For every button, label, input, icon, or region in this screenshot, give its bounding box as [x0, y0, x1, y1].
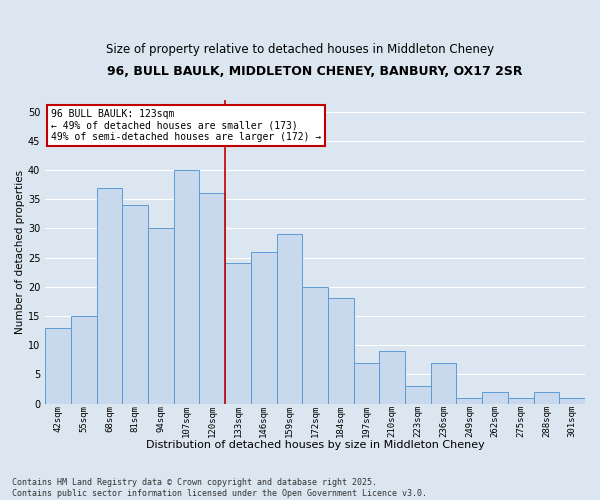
Bar: [431, 362, 457, 404]
Bar: [328, 298, 353, 404]
Bar: [45, 328, 71, 404]
Bar: [379, 351, 405, 404]
Bar: [97, 188, 122, 404]
Bar: [225, 264, 251, 404]
Text: Size of property relative to detached houses in Middleton Cheney: Size of property relative to detached ho…: [106, 42, 494, 56]
Bar: [353, 362, 379, 404]
Bar: [482, 392, 508, 404]
Bar: [173, 170, 199, 404]
Bar: [508, 398, 533, 404]
X-axis label: Distribution of detached houses by size in Middleton Cheney: Distribution of detached houses by size …: [146, 440, 484, 450]
Bar: [122, 205, 148, 404]
Bar: [277, 234, 302, 404]
Bar: [199, 194, 225, 404]
Bar: [405, 386, 431, 404]
Bar: [71, 316, 97, 404]
Bar: [302, 287, 328, 404]
Bar: [533, 392, 559, 404]
Bar: [148, 228, 173, 404]
Text: Contains HM Land Registry data © Crown copyright and database right 2025.
Contai: Contains HM Land Registry data © Crown c…: [12, 478, 427, 498]
Bar: [251, 252, 277, 404]
Title: 96, BULL BAULK, MIDDLETON CHENEY, BANBURY, OX17 2SR: 96, BULL BAULK, MIDDLETON CHENEY, BANBUR…: [107, 65, 523, 78]
Y-axis label: Number of detached properties: Number of detached properties: [15, 170, 25, 334]
Bar: [559, 398, 585, 404]
Text: 96 BULL BAULK: 123sqm
← 49% of detached houses are smaller (173)
49% of semi-det: 96 BULL BAULK: 123sqm ← 49% of detached …: [50, 109, 321, 142]
Bar: [457, 398, 482, 404]
